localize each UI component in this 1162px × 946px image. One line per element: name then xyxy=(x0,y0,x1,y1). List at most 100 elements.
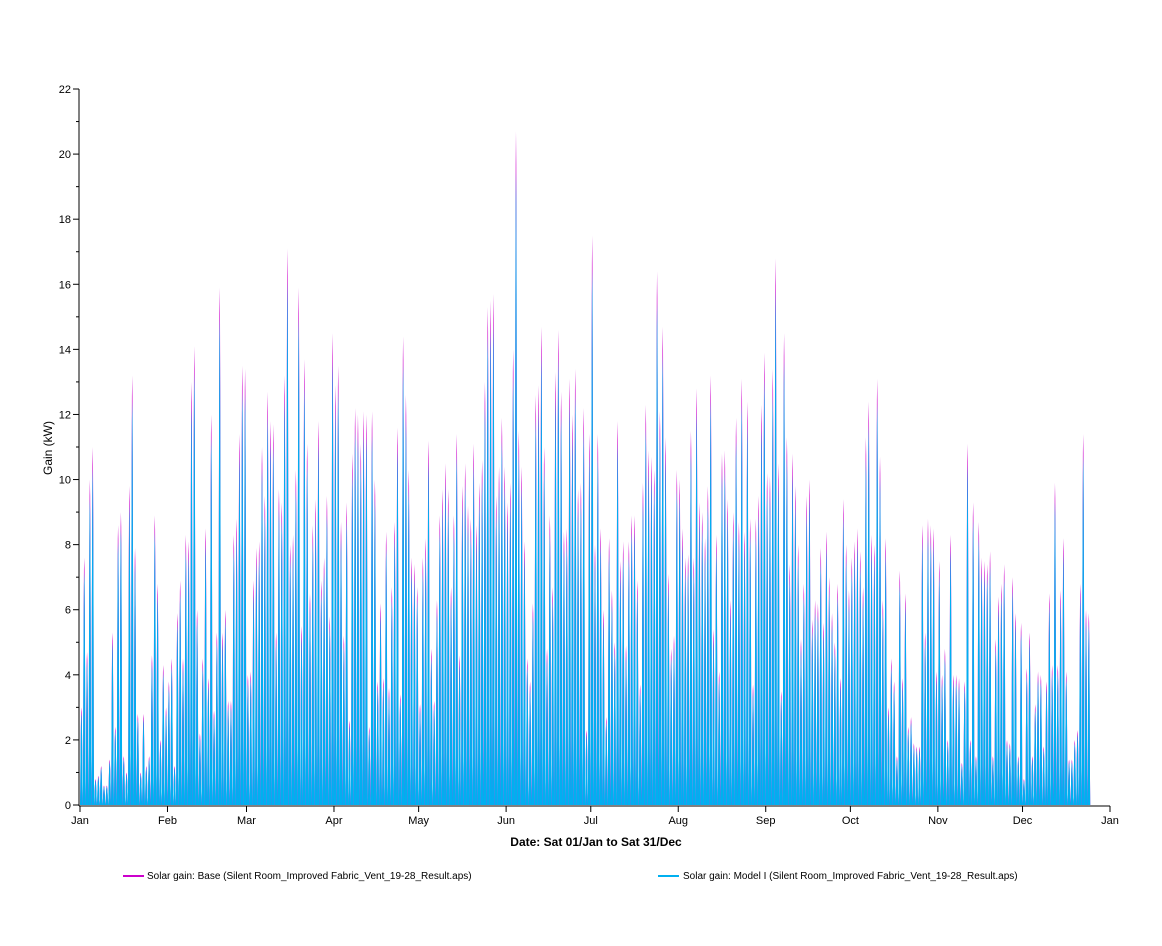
bar-model-i xyxy=(777,483,780,805)
bar-model-i xyxy=(336,392,340,805)
bar-model-i xyxy=(475,541,478,805)
bar-model-i xyxy=(901,685,904,805)
bar-model-i xyxy=(946,743,950,805)
bar-model-i xyxy=(887,713,890,805)
bar-model-i xyxy=(599,544,603,805)
bar-model-i xyxy=(390,600,394,805)
bar-model-i xyxy=(133,563,137,805)
bar-model-i xyxy=(243,395,247,805)
bar-model-i xyxy=(506,520,509,805)
bar-model-i xyxy=(460,505,464,805)
bar-model-i xyxy=(822,633,825,805)
bar-model-i xyxy=(920,541,924,805)
bar-model-i xyxy=(407,489,411,805)
bar-model-i xyxy=(308,606,312,805)
bar-model-i xyxy=(111,642,114,805)
bar-model-i xyxy=(181,667,185,805)
bar-model-i xyxy=(940,682,944,805)
bar-model-i xyxy=(997,609,1000,805)
bar-model-i xyxy=(1016,759,1020,805)
bar-model-i xyxy=(740,404,744,805)
bar-model-i xyxy=(785,459,789,805)
bar-model-i xyxy=(853,557,857,805)
bar-model-i xyxy=(147,759,151,805)
bar-model-i xyxy=(404,419,408,805)
bar-model-i xyxy=(788,578,792,805)
bar-model-i xyxy=(720,474,724,805)
bar-model-i xyxy=(119,529,123,805)
bar-model-i xyxy=(379,615,382,805)
bar-model-i xyxy=(520,486,524,805)
bar-model-i xyxy=(712,639,715,805)
bar-model-i xyxy=(824,548,828,805)
bar-model-i xyxy=(221,642,224,805)
bar-model-i xyxy=(1014,624,1017,805)
bar-model-i xyxy=(271,447,275,805)
bar-model-i xyxy=(666,587,670,805)
bar-model-i xyxy=(127,505,131,805)
bar-model-i xyxy=(1033,710,1037,805)
bar-model-i xyxy=(556,358,560,805)
bar-model-i xyxy=(500,440,504,805)
bar-model-i xyxy=(655,303,659,805)
bar-model-i xyxy=(125,774,128,805)
bar-model-i xyxy=(1047,606,1051,805)
bar-model-i xyxy=(1019,633,1023,805)
bar-model-i xyxy=(621,557,625,805)
bar-model-i xyxy=(692,572,696,805)
x-axis-ticks: Jan Feb Mar Apr May Jun Jul Aug Sep Oct Nov Dec Jan xyxy=(71,806,1119,827)
bar-model-i xyxy=(441,508,445,805)
bar-model-i xyxy=(793,505,797,805)
x-tick-label: Nov xyxy=(928,815,948,827)
bar-model-i xyxy=(198,737,202,805)
bar-model-i xyxy=(508,502,512,805)
bar-model-i xyxy=(633,532,636,805)
bar-model-i xyxy=(514,171,518,806)
bar-model-i xyxy=(108,762,112,805)
bar-model-i xyxy=(305,465,309,805)
bar-model-i xyxy=(136,719,140,805)
bar-model-i xyxy=(650,477,653,805)
bar-model-i xyxy=(161,673,165,805)
bar-model-i xyxy=(187,557,191,805)
bar-model-i xyxy=(1067,762,1071,805)
bar-model-i xyxy=(819,563,823,805)
bar-model-i xyxy=(833,652,837,805)
bar-model-i xyxy=(951,682,955,805)
bar-model-i xyxy=(195,621,199,805)
bar-model-i xyxy=(503,486,507,805)
bar-model-i xyxy=(333,410,337,805)
bar-model-i xyxy=(1042,749,1046,805)
bar-model-i xyxy=(768,496,772,805)
bar-model-i xyxy=(359,465,363,805)
bar-model-i xyxy=(376,688,380,805)
y-tick-label: 16 xyxy=(59,279,71,291)
bar-model-i xyxy=(328,627,332,805)
x-tick-label: Jul xyxy=(584,815,598,827)
bar-model-i xyxy=(610,603,614,805)
y-tick-label: 8 xyxy=(65,540,71,552)
bar-model-i xyxy=(757,514,761,805)
bar-model-i xyxy=(816,615,820,805)
bar-model-i xyxy=(808,499,811,805)
bar-model-i xyxy=(159,743,162,805)
y-tick-label: 6 xyxy=(65,605,71,617)
bar-model-i xyxy=(300,636,303,805)
bar-model-i xyxy=(362,434,366,805)
bar-model-i xyxy=(686,569,690,805)
bar-model-i xyxy=(226,707,230,805)
bar-model-i xyxy=(229,707,233,805)
bar-model-i xyxy=(469,535,473,805)
y-tick-label: 20 xyxy=(59,149,71,161)
bar-model-i xyxy=(681,544,684,805)
bar-model-i xyxy=(717,679,721,805)
bar-model-i xyxy=(235,535,239,805)
bar-model-i xyxy=(906,731,910,805)
bar-model-i xyxy=(302,385,306,805)
bar-model-i xyxy=(1078,596,1082,805)
bar-model-i xyxy=(525,667,529,805)
bar-model-i xyxy=(156,596,160,805)
bar-model-i xyxy=(153,532,157,805)
bar-model-i xyxy=(246,682,250,805)
bar-model-i xyxy=(424,554,428,805)
